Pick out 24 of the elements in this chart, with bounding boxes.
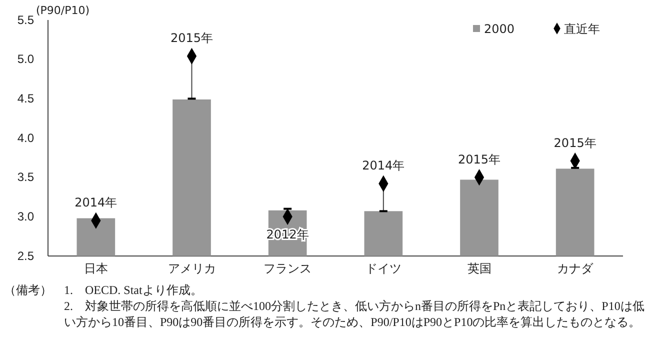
x-tick-label: アメリカ bbox=[168, 262, 216, 276]
y-tick-label: 3.5 bbox=[17, 170, 34, 184]
text: （備考） bbox=[4, 282, 53, 298]
x-tick-label: 日本 bbox=[84, 262, 108, 276]
x-tick-label: カナダ bbox=[557, 262, 594, 276]
y-tick-label: 5.0 bbox=[17, 52, 34, 66]
legend-label: 2000 bbox=[484, 22, 515, 36]
y-axis-title: (P90/P10) bbox=[36, 4, 90, 17]
annotation: 2015年 bbox=[170, 31, 214, 46]
x-tick-label: ドイツ bbox=[365, 262, 402, 276]
x-tick-label: 英国 bbox=[467, 262, 492, 276]
text: 1. OECD. Statより作成。 bbox=[64, 282, 204, 298]
y-tick-label: 3.0 bbox=[17, 210, 34, 224]
y-tick-label: 5.5 bbox=[17, 12, 34, 27]
legend-label: 直近年 bbox=[564, 22, 600, 36]
annotation: 2015年 bbox=[554, 136, 596, 150]
x-tick-label: フランス bbox=[264, 262, 312, 276]
annotation: 2015年 bbox=[458, 152, 501, 166]
y-tick-label: 2.5 bbox=[17, 248, 34, 263]
y-tick-label: 4.0 bbox=[17, 130, 34, 145]
annotation: 2014年 bbox=[362, 158, 405, 173]
annotation: 2014年 bbox=[74, 196, 118, 210]
text: 2. 対象世帯の所得を高低順に並べ100分割したとき、低い方からn番目の所得をPnと表記しており、P10は低い方から10番目、P90は90番目の所得を示す。そのため、P90/P10はP90とP10の比率を算出したものとなる。 bbox=[64, 298, 646, 330]
y-tick-label: 4.5 bbox=[17, 92, 34, 106]
